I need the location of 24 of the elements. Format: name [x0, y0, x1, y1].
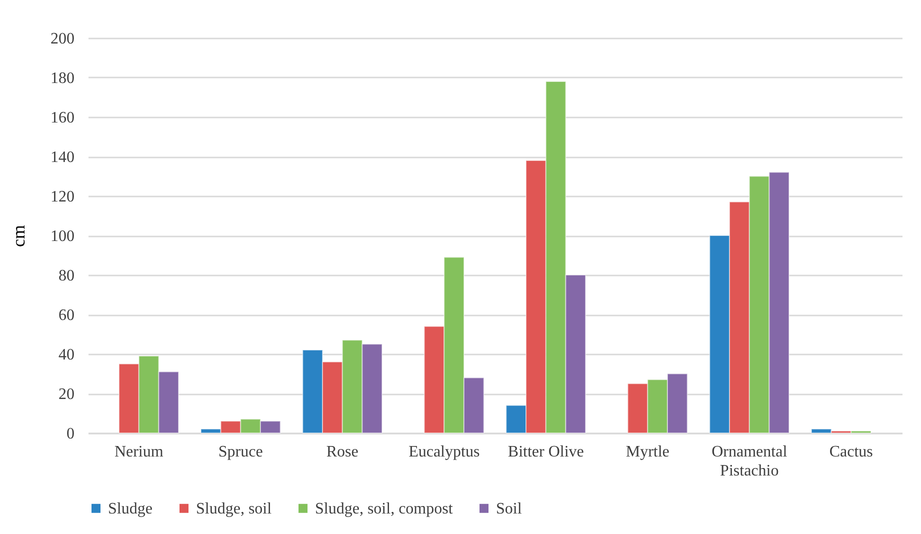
x-tick-label: Ornamental Pistachio — [712, 444, 788, 480]
y-axis-title: cm — [8, 225, 28, 247]
y-tick-label: 180 — [50, 70, 74, 87]
y-tick-label: 200 — [50, 30, 74, 48]
y-tick-label: 80 — [58, 268, 74, 284]
legend-label: Sludge, soil, compost — [315, 500, 454, 518]
y-tick-label: 140 — [50, 149, 74, 166]
legend-label: Sludge, soil — [196, 500, 272, 518]
legend-label: Sludge — [108, 500, 152, 518]
y-tick-label: 40 — [58, 346, 74, 364]
y-tick-label: 0 — [66, 426, 74, 442]
y-tick-label: 60 — [58, 307, 74, 324]
x-tick-label: Nerium — [114, 444, 164, 460]
y-tick-label: 120 — [50, 188, 74, 206]
x-tick-label: Myrtle — [626, 444, 670, 460]
y-tick-label: 100 — [50, 228, 74, 245]
y-tick-label: 20 — [58, 386, 74, 403]
x-tick-label: Spruce — [218, 444, 263, 460]
x-tick-label: Bitter Olive — [508, 444, 584, 460]
legend-label: Soil — [496, 500, 522, 518]
x-tick-label: Eucalyptus — [408, 444, 480, 460]
x-tick-label: Cactus — [829, 444, 873, 460]
y-tick-label: 160 — [50, 110, 74, 126]
x-tick-label: Rose — [326, 444, 358, 460]
